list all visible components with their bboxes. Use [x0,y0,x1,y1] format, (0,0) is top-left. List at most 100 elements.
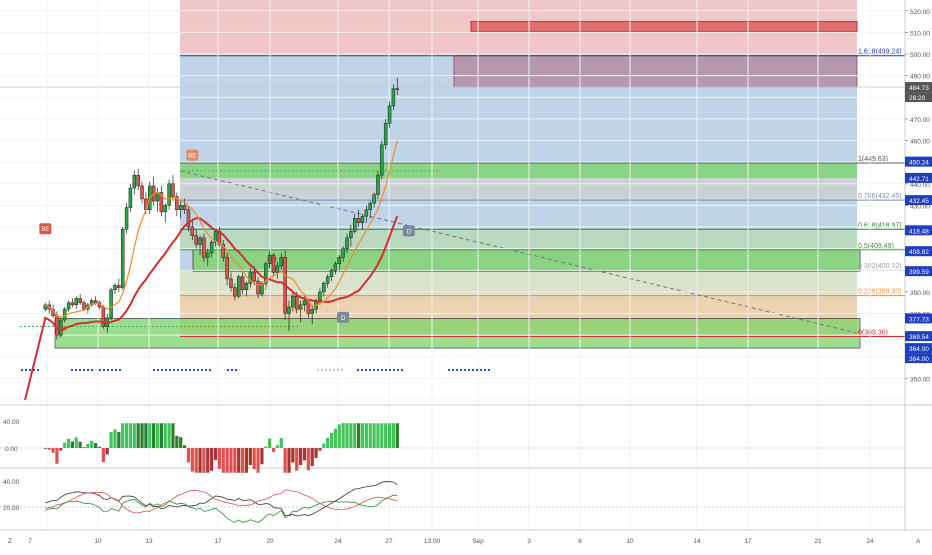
osc1-bar [214,448,217,460]
x-axis-label: 21 [814,538,822,545]
signal-dot [79,369,81,371]
signal-dot [456,369,458,371]
price-tag-label: 484.73 [909,85,929,92]
x-axis-label: 10 [626,538,634,545]
osc1-bar [183,445,186,448]
candle[interactable] [121,227,124,290]
price-tag-label: 364.00 [909,346,929,353]
candle[interactable] [384,119,387,149]
osc1-bar [94,443,97,448]
candle[interactable] [102,305,105,329]
osc1-bar [233,448,236,473]
signal-dot [452,369,454,371]
candle-body [125,208,128,230]
candle[interactable] [125,203,128,233]
signal-dot [107,369,109,371]
price-tag-label: 450.24 [909,160,929,167]
candle[interactable] [380,141,383,180]
candle-body [121,229,124,287]
osc1-bar [202,448,205,473]
osc1-bar [268,439,271,448]
signal-dot [209,369,211,371]
signal-dot [119,369,121,371]
candle[interactable] [202,234,205,262]
osc1-bar [303,448,306,461]
signal-dot [173,369,175,371]
candle-body [113,285,116,289]
signal-dot [99,369,101,371]
signal-dot [464,369,466,371]
marker-badge[interactable]: D [403,225,415,236]
osc1-bar [121,423,124,448]
candle-body [226,257,229,279]
osc1-bar [322,443,325,448]
osc1-bar [175,436,178,448]
osc1-bar [187,448,190,462]
signal-dot [197,369,199,371]
candle[interactable] [110,288,113,320]
signal-dot [476,369,478,371]
candle-body [129,188,132,207]
candle[interactable] [168,179,171,209]
osc1-bar [218,448,221,469]
green-zone-low [55,318,860,348]
signal-dot [37,369,39,371]
x-axis-label: 13 [145,538,153,545]
candle-body [195,236,198,245]
osc1-bar [361,423,364,448]
osc1-bar [353,423,356,448]
marker-badge[interactable]: D [337,312,349,323]
candle-body [334,264,337,270]
candle-body [94,301,97,303]
candle-body [79,298,82,302]
candle-body [376,175,379,194]
signal-dot [157,369,159,371]
signal-dot [231,369,233,371]
candle-body [237,277,240,296]
candle-body [141,186,144,199]
osc1-bar [264,447,267,448]
signal-dot [365,369,367,371]
signal-dot [235,369,237,371]
osc1-bar [206,448,209,473]
osc1-bar [342,423,345,448]
signal-dot [83,369,85,371]
signal-dot [205,369,207,371]
osc2-top-label: 40.00 [3,479,20,486]
candle[interactable] [237,275,240,299]
osc1-label: 40.00 [3,419,20,426]
price-tag-label: 408.82 [909,249,929,256]
marker-badge[interactable]: BE [186,150,198,161]
osc1-bar [125,423,128,448]
osc1-bar [133,423,136,448]
price-tag: 399.59 [905,266,932,276]
price-tag: 432.45 [905,195,932,205]
osc1-bar [171,423,174,448]
candle[interactable] [376,171,379,199]
osc1-bar [71,441,74,448]
osc1-bar [117,432,120,448]
signal-dot [91,369,93,371]
signal-dot [87,369,89,371]
signal-dot [75,369,77,371]
osc1-bar [338,424,341,448]
osc1-bar [152,423,155,448]
candle-body [257,281,260,294]
osc1-bar [222,448,225,473]
candle[interactable] [129,184,132,212]
x-axis-label: 24 [334,538,342,545]
osc1-bar [51,448,54,453]
price-tag-label: 442.71 [909,176,929,183]
osc1-bar [330,433,333,448]
candle-body [229,279,232,288]
candle-body [210,242,213,253]
price-tick-label: 350.00 [910,376,930,383]
x-axis-label: 3 [527,538,531,545]
x-axis-label: 24 [866,538,874,545]
marker-badge[interactable]: BE [39,223,51,234]
osc1-bar [82,447,85,448]
candle-body [117,285,120,287]
candle-body [326,277,329,283]
candle-body [295,296,298,309]
